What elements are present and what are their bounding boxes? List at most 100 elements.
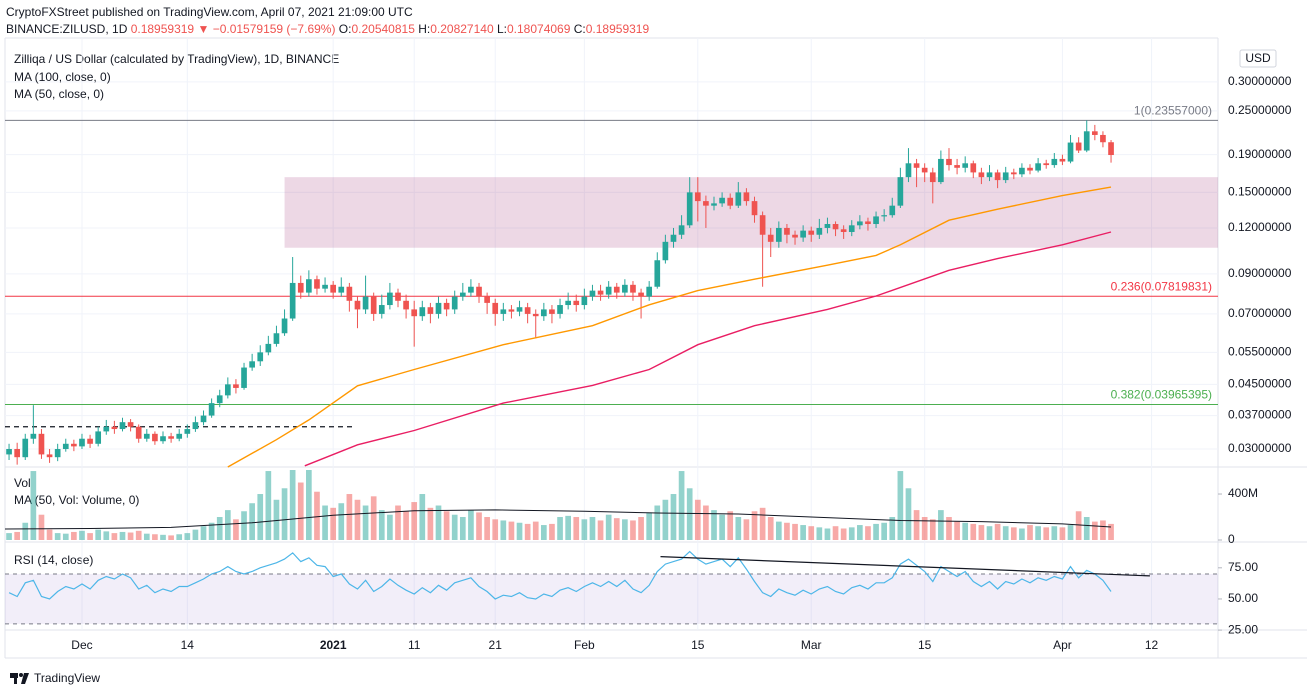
candle-body bbox=[1059, 158, 1066, 162]
x-tick-label: 12 bbox=[1145, 638, 1159, 652]
candle-body bbox=[832, 224, 839, 230]
candle-body bbox=[362, 296, 369, 310]
candle-body bbox=[200, 415, 207, 423]
volume-bar bbox=[735, 517, 742, 540]
candle-body bbox=[857, 221, 863, 226]
candle-body bbox=[1092, 131, 1098, 135]
volume-bar bbox=[1083, 517, 1090, 540]
currency-label: USD bbox=[1245, 51, 1271, 65]
volume-bar bbox=[297, 482, 304, 540]
volume-bar bbox=[759, 507, 766, 540]
symbol: BINANCE:ZILUSD, 1D bbox=[6, 22, 128, 36]
rsi-tick-label: 25.00 bbox=[1228, 622, 1258, 636]
candle-body bbox=[549, 309, 555, 314]
candle-body bbox=[6, 449, 12, 455]
volume-bar bbox=[630, 520, 636, 540]
volume-bar bbox=[1108, 523, 1114, 540]
volume-bar bbox=[1059, 527, 1066, 540]
ma-line bbox=[227, 186, 1112, 468]
volume-bar bbox=[970, 523, 977, 540]
volume-bar bbox=[6, 533, 12, 540]
volume-bar bbox=[800, 525, 806, 540]
volume-bar bbox=[79, 530, 85, 540]
candle-body bbox=[241, 367, 247, 388]
rsi-tick-label: 50.00 bbox=[1228, 591, 1258, 605]
volume-bar bbox=[784, 522, 790, 540]
fib-label: 0.382(0.03965395) bbox=[1111, 388, 1212, 402]
volume-bar bbox=[929, 519, 936, 540]
candle-body bbox=[451, 296, 458, 310]
volume-bar bbox=[986, 526, 993, 540]
volume-bar bbox=[840, 528, 847, 540]
volume-bar bbox=[508, 521, 515, 540]
volume-bar bbox=[719, 514, 725, 540]
candle-body bbox=[119, 422, 126, 430]
volume-bar bbox=[873, 523, 879, 540]
volume-bar bbox=[524, 523, 531, 540]
candle-body bbox=[840, 229, 847, 232]
volume-bar bbox=[500, 520, 507, 540]
candle-body bbox=[297, 282, 304, 293]
volume-bar bbox=[95, 529, 102, 540]
candle-body bbox=[22, 438, 29, 458]
volume-bar bbox=[152, 534, 158, 540]
candle-body bbox=[597, 290, 604, 295]
candle-body bbox=[719, 197, 725, 204]
candle-body bbox=[508, 309, 515, 312]
candle-body bbox=[484, 296, 490, 303]
volume-bar bbox=[557, 517, 563, 540]
candle-body bbox=[87, 438, 93, 444]
volume-bar bbox=[476, 512, 482, 540]
candle-body bbox=[889, 205, 896, 216]
x-tick-label: Mar bbox=[801, 638, 822, 652]
volume-bar bbox=[38, 514, 45, 540]
volume-bar bbox=[168, 535, 174, 540]
candle-body bbox=[322, 284, 328, 289]
volume-bar bbox=[1002, 526, 1009, 540]
volume-bar bbox=[881, 522, 887, 540]
candle-body bbox=[1100, 134, 1106, 143]
candle-body bbox=[459, 292, 466, 297]
volume-bar bbox=[314, 491, 320, 540]
volume-bar bbox=[71, 531, 77, 540]
candle-body bbox=[962, 163, 969, 168]
volume-bar bbox=[711, 510, 717, 540]
candle-body bbox=[314, 279, 320, 289]
candle-body bbox=[638, 292, 644, 297]
volume-bar bbox=[775, 521, 782, 540]
volume-bar bbox=[549, 523, 555, 540]
candle-body bbox=[216, 395, 223, 404]
candle-body bbox=[500, 309, 507, 314]
quote-key: H: bbox=[418, 22, 430, 36]
candle-body bbox=[986, 172, 993, 178]
volume-bar bbox=[46, 529, 53, 540]
volume-bar bbox=[824, 528, 831, 540]
x-tick-label: Apr bbox=[1053, 638, 1072, 652]
volume-bar bbox=[306, 470, 312, 540]
candle-body bbox=[824, 224, 831, 228]
candle-body bbox=[994, 172, 1001, 181]
volume-bar bbox=[403, 511, 409, 540]
last-price: 0.18959319 bbox=[131, 22, 195, 36]
candle-body bbox=[192, 422, 199, 430]
volume-bar bbox=[832, 526, 839, 540]
currency-box bbox=[1239, 49, 1277, 68]
volume-bar bbox=[30, 471, 37, 540]
candle-body bbox=[686, 192, 693, 226]
ma-legend: MA (100, close, 0) bbox=[14, 70, 111, 84]
y-tick-label: 0.09000000 bbox=[1228, 266, 1292, 280]
volume-bar bbox=[857, 525, 863, 540]
candle-body bbox=[338, 286, 345, 293]
volume-bar bbox=[330, 507, 337, 540]
volume-bar bbox=[897, 471, 904, 540]
x-tick-label: Dec bbox=[71, 638, 92, 652]
publish-line: CryptoFXStreet published on TradingView.… bbox=[6, 5, 413, 19]
volume-bar bbox=[492, 519, 499, 540]
volume-bar bbox=[1092, 521, 1098, 540]
arrow: ▼ bbox=[197, 22, 209, 36]
change: −0.01579159 (−7.69%) bbox=[213, 22, 336, 36]
quote-key: O: bbox=[339, 22, 352, 36]
footer-logo bbox=[10, 673, 29, 684]
volume-bar bbox=[289, 470, 296, 540]
candle-body bbox=[265, 343, 272, 353]
